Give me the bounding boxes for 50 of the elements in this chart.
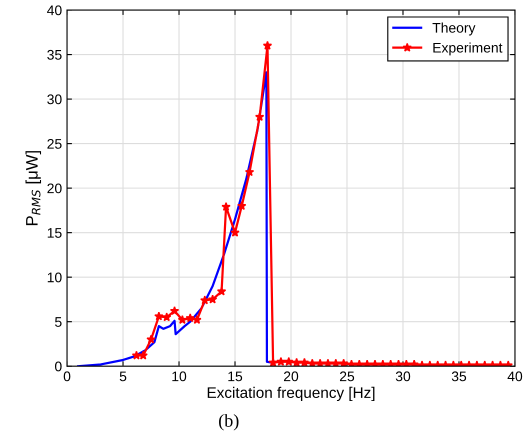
y-tick-label: 30: [47, 94, 62, 104]
x-tick-label: 40: [508, 371, 522, 382]
legend-label: Experiment: [433, 42, 502, 56]
point: [146, 334, 156, 344]
x-tick-label: 30: [396, 371, 410, 382]
y-tick-label: 40: [47, 5, 62, 16]
point: [402, 360, 412, 366]
point: [284, 356, 294, 366]
y-tick-label: 25: [47, 138, 62, 149]
point: [300, 358, 310, 366]
point: [331, 358, 340, 366]
point: [262, 40, 272, 50]
point: [244, 167, 254, 176]
x-tick-label: 5: [120, 372, 126, 382]
y-tick-label: 35: [47, 50, 62, 60]
point: [221, 202, 231, 211]
point: [308, 358, 317, 366]
point: [192, 315, 202, 324]
x-tick-label: 10: [172, 371, 186, 382]
x-tick-label: 35: [452, 371, 466, 382]
point: [178, 315, 188, 324]
y-tick-label: 5: [55, 317, 62, 327]
y-axis-title: P$_{RMS}$ [μW]: [26, 151, 42, 226]
point: [186, 313, 195, 322]
x-tick-label: 0: [64, 371, 70, 382]
x-tick-label: 15: [228, 372, 242, 382]
x-axis-title: Excitation frequency [Hz]: [208, 386, 374, 402]
point: [292, 358, 302, 366]
point: [254, 112, 264, 121]
point: [323, 358, 333, 366]
y-tick-label: 0: [54, 362, 62, 372]
point: [162, 312, 172, 322]
point: [154, 311, 164, 320]
y-tick-label: 10: [48, 272, 62, 282]
y-tick-label: 15: [48, 228, 62, 238]
point: [170, 306, 180, 316]
point: [237, 201, 246, 210]
point: [268, 358, 278, 366]
point: [276, 356, 286, 366]
legend-label: Theory: [432, 22, 476, 36]
point: [208, 294, 218, 304]
point: [338, 358, 348, 366]
point: [230, 228, 240, 237]
x-tick-label: 20: [284, 371, 298, 382]
text: (b): [219, 414, 238, 430]
y-tick-label: 20: [47, 183, 62, 194]
point: [216, 286, 226, 296]
point: [200, 295, 210, 304]
x-tick-label: 25: [340, 371, 354, 382]
point: [315, 358, 325, 366]
